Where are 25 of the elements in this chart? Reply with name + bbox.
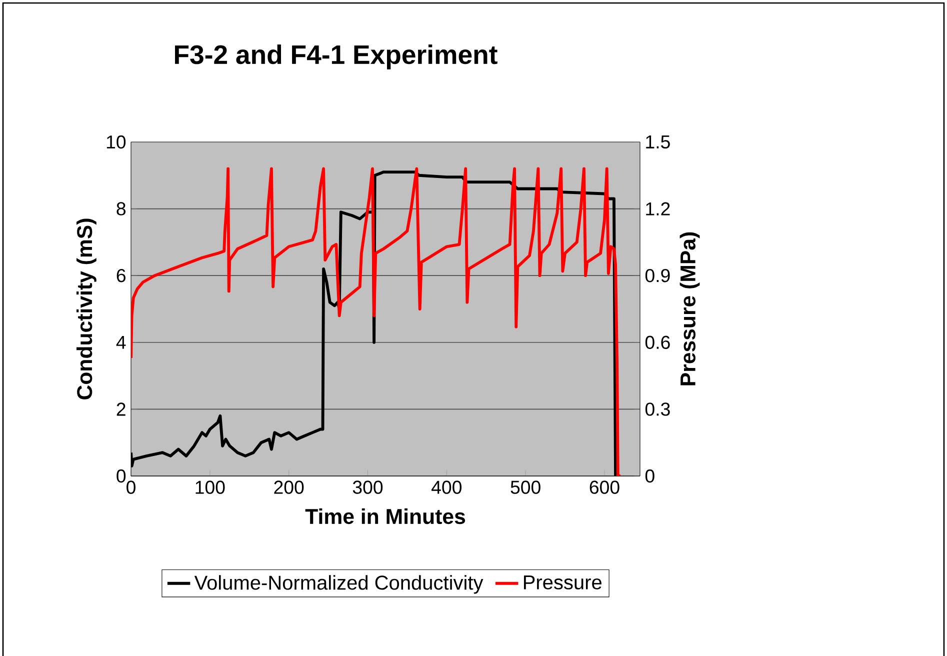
y2-tick-label: 0.9 — [645, 268, 670, 282]
y2-tick-label: 1.2 — [646, 202, 670, 216]
legend-label: Pressure — [524, 575, 602, 590]
y-tick-label: 2 — [116, 402, 126, 416]
x-tick-label: 200 — [274, 480, 304, 494]
x-tick-label: 300 — [352, 480, 383, 494]
y-tick-label: 8 — [116, 202, 126, 216]
x-tick-label: 400 — [432, 480, 462, 494]
y-tick-label: 4 — [116, 336, 126, 349]
y-axis-title: Conductivity (mS) — [76, 218, 96, 400]
y2-tick-label: 0.6 — [645, 336, 670, 350]
x-tick-label: 100 — [196, 480, 225, 494]
y2-tick-label: 1.5 — [646, 135, 670, 149]
y-tick-label: 6 — [116, 268, 126, 282]
y2-tick-label: 0.3 — [645, 402, 670, 416]
y-tick-label: 0 — [116, 469, 126, 483]
y-tick-label: 10 — [106, 135, 126, 149]
x-axis-title: Time in Minutes — [305, 508, 466, 524]
legend-label: Volume-Normalized Conductivity — [194, 575, 484, 594]
x-tick-label: 500 — [510, 480, 540, 494]
x-tick-label: 600 — [590, 480, 620, 494]
chart-title: F3-2 and F4-1 Experiment — [175, 44, 498, 70]
y2-axis-title: Pressure (MPa) — [680, 232, 700, 386]
x-tick-label: 0 — [126, 480, 136, 494]
y2-tick-label: 0 — [645, 469, 654, 483]
